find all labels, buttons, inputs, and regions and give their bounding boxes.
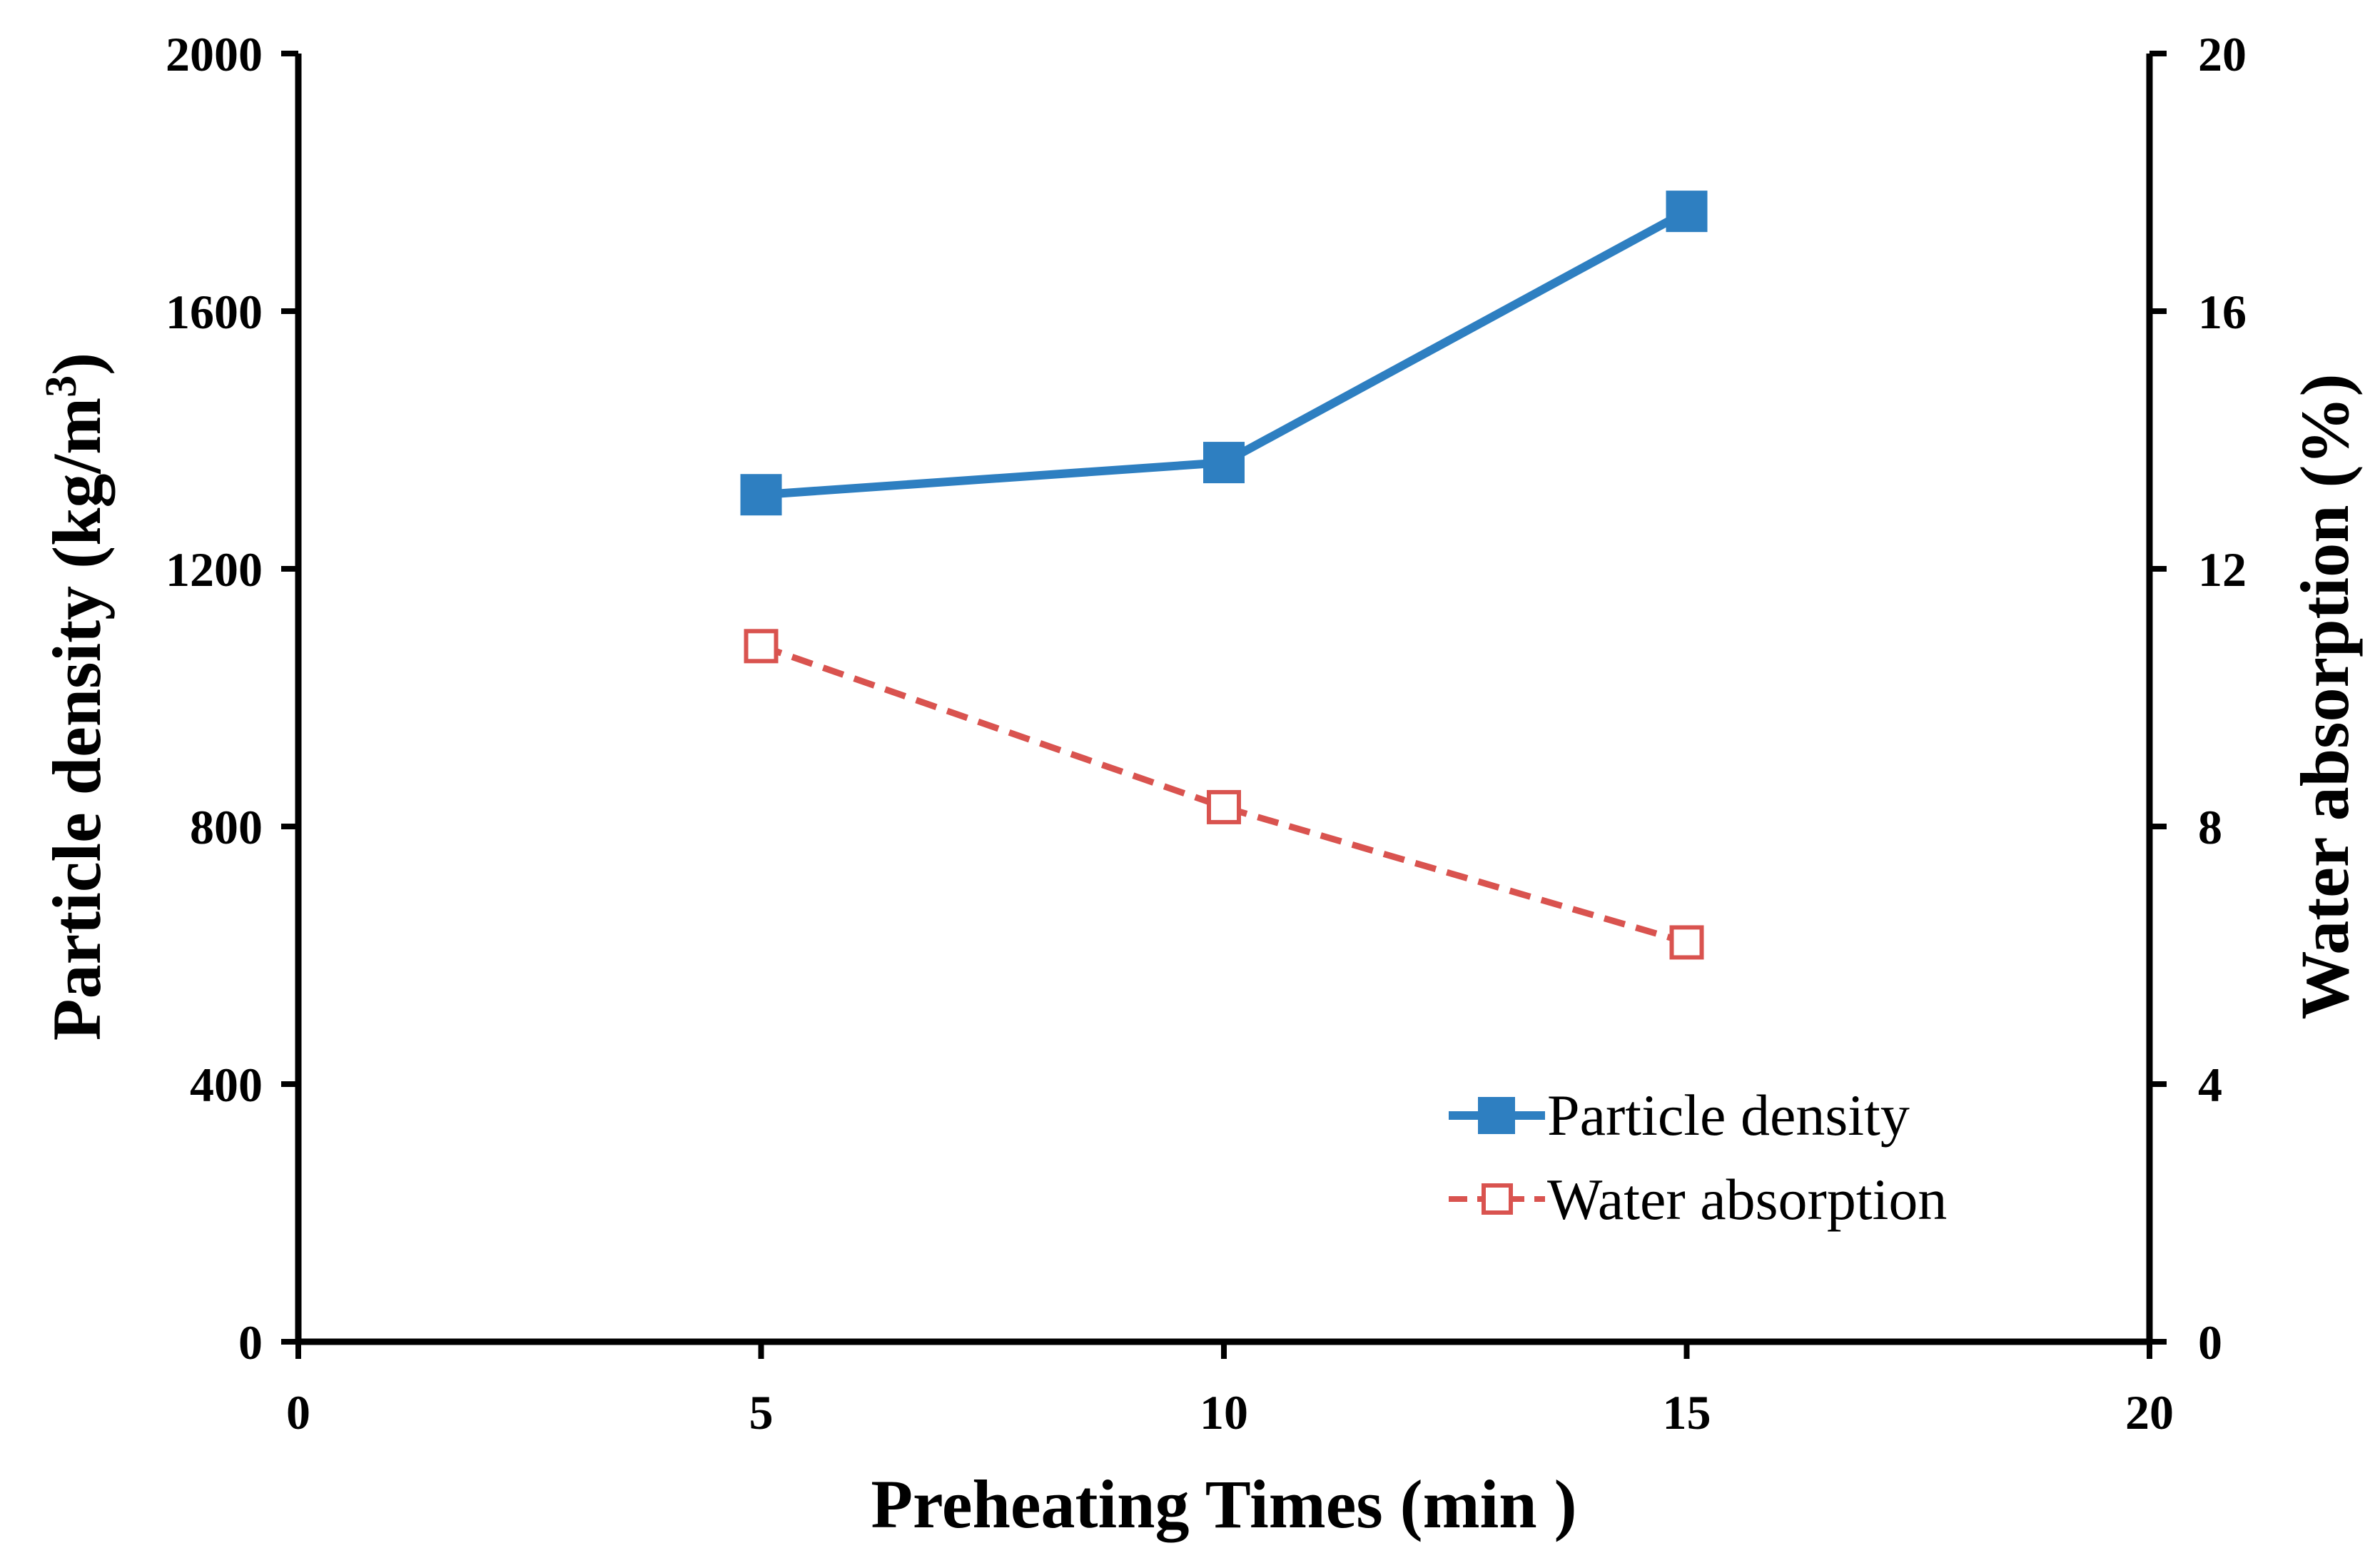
- data-point-particle-density: [1666, 191, 1708, 233]
- left-tick-label: 1600: [166, 285, 263, 339]
- right-axis-title: Water absorption (%): [2287, 374, 2363, 1020]
- x-tick-label: 20: [2125, 1385, 2174, 1440]
- right-tick-label: 8: [2198, 800, 2222, 854]
- x-axis-ticks: 0 5 10 15 20: [286, 1342, 2174, 1440]
- left-axis-title-close: ): [39, 353, 115, 375]
- right-tick-label: 4: [2198, 1058, 2222, 1112]
- legend-item-particle-density: Particle density: [1449, 1083, 1910, 1148]
- left-tick-label: 0: [238, 1315, 263, 1370]
- x-tick-label: 15: [1663, 1385, 1711, 1440]
- data-point-water-absorption: [1669, 925, 1704, 960]
- data-point-particle-density: [1203, 442, 1245, 484]
- right-tick-label: 20: [2198, 27, 2247, 81]
- legend-item-water-absorption: Water absorption: [1449, 1167, 1947, 1232]
- legend-label-particle-density: Particle density: [1547, 1083, 1910, 1148]
- right-tick-label: 0: [2198, 1315, 2222, 1370]
- right-axis-ticks: 0 4 8 12 16 20: [2149, 27, 2247, 1370]
- left-axis-ticks: 0 400 800 1200 1600 2000: [166, 27, 298, 1370]
- right-tick-label: 12: [2198, 542, 2247, 597]
- legend-swatch-marker-particle-density: [1478, 1097, 1515, 1134]
- legend-swatch-marker-water-absorption: [1482, 1183, 1513, 1215]
- right-tick-label: 16: [2198, 285, 2247, 339]
- x-tick-label: 10: [1200, 1385, 1248, 1440]
- series-layer: [740, 191, 1708, 960]
- left-axis-title: Particle density (kg/m3): [37, 353, 115, 1041]
- left-axis-title-main: Particle density (kg/m: [39, 398, 115, 1041]
- x-axis-title: Preheating Times (min ): [871, 1466, 1576, 1542]
- left-tick-label: 800: [190, 800, 263, 854]
- left-tick-label: 2000: [166, 27, 263, 81]
- left-tick-label: 1200: [166, 542, 263, 597]
- x-tick-label: 5: [749, 1385, 774, 1440]
- data-point-water-absorption: [1207, 789, 1241, 824]
- data-point-water-absorption: [744, 629, 779, 664]
- left-axis-title-sup: 3: [37, 375, 86, 398]
- data-point-particle-density: [740, 474, 782, 516]
- legend-label-water-absorption: Water absorption: [1547, 1167, 1947, 1232]
- left-tick-label: 400: [190, 1058, 263, 1112]
- x-tick-label: 0: [286, 1385, 310, 1440]
- legend: Particle density Water absorption: [1449, 1083, 1947, 1232]
